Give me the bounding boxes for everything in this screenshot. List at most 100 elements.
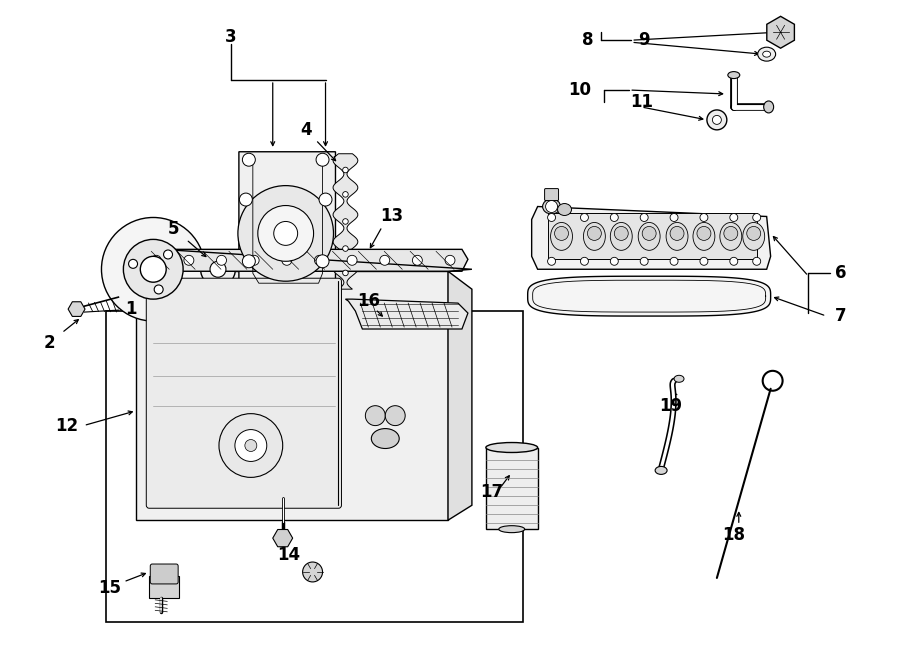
Text: 13: 13 <box>381 208 404 225</box>
Bar <box>149 576 179 598</box>
Bar <box>486 447 537 529</box>
Circle shape <box>316 255 329 268</box>
Circle shape <box>302 562 322 582</box>
Circle shape <box>274 221 298 245</box>
Circle shape <box>752 214 760 221</box>
Circle shape <box>154 285 163 294</box>
Circle shape <box>697 227 711 241</box>
Circle shape <box>547 214 555 221</box>
Polygon shape <box>532 206 770 269</box>
Circle shape <box>320 193 332 206</box>
Circle shape <box>747 227 760 241</box>
Circle shape <box>385 406 405 426</box>
Circle shape <box>640 214 648 221</box>
Polygon shape <box>136 249 472 271</box>
Ellipse shape <box>655 467 667 475</box>
Circle shape <box>730 214 738 221</box>
Polygon shape <box>333 154 358 289</box>
Polygon shape <box>527 276 770 316</box>
Circle shape <box>700 214 708 221</box>
Text: 9: 9 <box>638 31 650 49</box>
Circle shape <box>343 219 348 224</box>
Ellipse shape <box>674 375 684 382</box>
Circle shape <box>102 217 205 321</box>
Circle shape <box>752 257 760 265</box>
Circle shape <box>380 255 390 265</box>
Circle shape <box>670 227 684 241</box>
Text: 17: 17 <box>481 483 503 501</box>
Circle shape <box>217 255 227 265</box>
Polygon shape <box>238 152 336 296</box>
Circle shape <box>249 255 259 265</box>
Bar <box>106 311 523 622</box>
Text: 19: 19 <box>660 397 682 414</box>
Polygon shape <box>136 271 448 520</box>
Text: 8: 8 <box>581 31 593 49</box>
Ellipse shape <box>764 101 774 113</box>
Circle shape <box>730 257 738 265</box>
Circle shape <box>545 200 557 212</box>
Circle shape <box>347 255 357 265</box>
Circle shape <box>316 153 329 166</box>
Circle shape <box>314 255 324 265</box>
Ellipse shape <box>543 199 561 214</box>
Text: 1: 1 <box>126 300 137 318</box>
Circle shape <box>670 257 678 265</box>
Ellipse shape <box>551 223 572 251</box>
Polygon shape <box>767 17 795 48</box>
Circle shape <box>445 255 455 265</box>
Text: 10: 10 <box>568 81 591 99</box>
Circle shape <box>242 153 256 166</box>
Polygon shape <box>547 214 757 259</box>
Circle shape <box>640 257 648 265</box>
Circle shape <box>282 255 292 265</box>
Circle shape <box>615 227 628 241</box>
Circle shape <box>129 259 138 268</box>
Polygon shape <box>346 299 468 329</box>
Circle shape <box>547 257 555 265</box>
Text: 15: 15 <box>98 579 121 597</box>
Text: 4: 4 <box>300 121 311 139</box>
Ellipse shape <box>762 51 770 57</box>
Ellipse shape <box>693 223 715 251</box>
Circle shape <box>238 186 334 281</box>
Polygon shape <box>273 529 292 547</box>
Circle shape <box>588 227 601 241</box>
Circle shape <box>580 257 589 265</box>
Circle shape <box>164 250 173 259</box>
Text: 2: 2 <box>44 334 56 352</box>
Circle shape <box>140 256 166 282</box>
Text: 7: 7 <box>834 307 846 325</box>
Text: 18: 18 <box>723 526 745 544</box>
Circle shape <box>210 261 226 277</box>
Ellipse shape <box>666 223 688 251</box>
Ellipse shape <box>742 223 765 251</box>
Polygon shape <box>136 249 468 271</box>
Circle shape <box>242 255 256 268</box>
Ellipse shape <box>758 47 776 61</box>
Circle shape <box>343 167 348 173</box>
Text: 11: 11 <box>630 93 652 111</box>
Circle shape <box>219 414 283 477</box>
Circle shape <box>610 257 618 265</box>
Circle shape <box>365 406 385 426</box>
Ellipse shape <box>499 525 525 533</box>
Text: 16: 16 <box>356 292 380 310</box>
Ellipse shape <box>486 442 537 453</box>
Circle shape <box>713 116 722 124</box>
Circle shape <box>257 206 313 261</box>
FancyBboxPatch shape <box>544 188 559 200</box>
Circle shape <box>412 255 422 265</box>
FancyBboxPatch shape <box>147 278 341 508</box>
Ellipse shape <box>557 204 572 215</box>
Ellipse shape <box>610 223 632 251</box>
Polygon shape <box>448 271 472 520</box>
Circle shape <box>239 193 252 206</box>
FancyBboxPatch shape <box>150 564 178 584</box>
Ellipse shape <box>728 71 740 79</box>
Circle shape <box>700 257 708 265</box>
Polygon shape <box>68 302 85 317</box>
Ellipse shape <box>638 223 660 251</box>
Circle shape <box>554 227 569 241</box>
Circle shape <box>343 246 348 251</box>
